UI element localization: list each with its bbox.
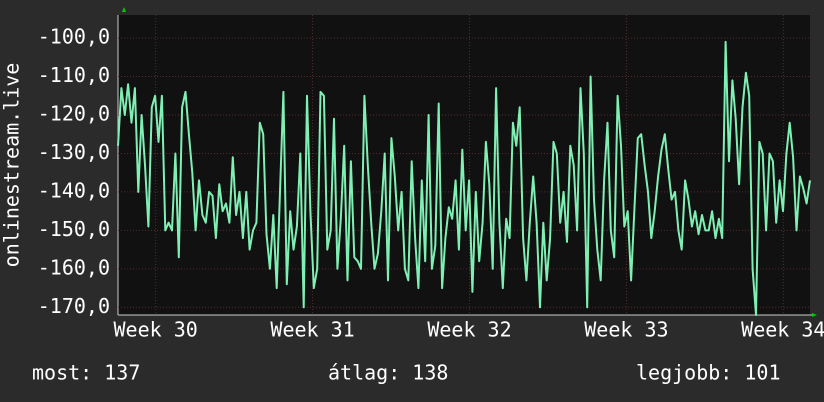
footer-current: most: 137 [32,361,140,385]
footer-best: legjobb: 101 [636,361,781,385]
series-line [117,40,811,316]
y-tick-label: -150,0 [38,217,110,241]
y-tick-label: -100,0 [38,25,110,49]
y-tick-label: -160,0 [38,255,110,279]
axis-arrow [812,313,817,317]
x-tick-label: Week 31 [270,318,354,342]
y-tick-label: -110,0 [38,63,110,87]
y-tick-label: -120,0 [38,102,110,126]
plot-area [118,15,810,315]
x-tick-label: Week 33 [584,318,668,342]
y-tick-label: -140,0 [38,178,110,202]
axis-arrow [122,7,126,12]
x-tick-label: Week 34 [741,318,824,342]
y-tick-label: -170,0 [38,294,110,318]
y-tick-label: -130,0 [38,140,110,164]
x-tick-label: Week 30 [114,318,198,342]
y-axis-label: onlinestream.live [0,63,24,268]
footer-average: átlag: 138 [328,361,448,385]
x-tick-label: Week 32 [427,318,511,342]
